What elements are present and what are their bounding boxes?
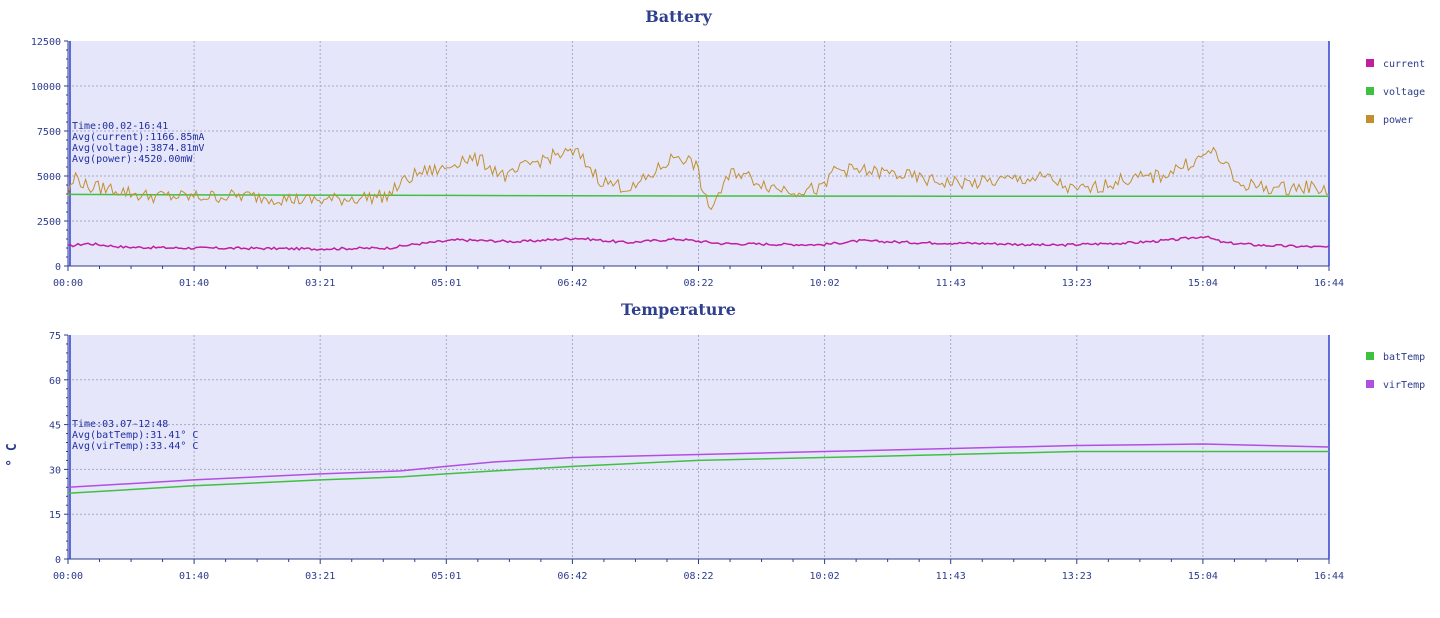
chart2-x-tick-label: 01:40	[179, 571, 209, 582]
chart2-y-tick-label: 15	[49, 510, 61, 521]
chart1-series-power	[67, 146, 1330, 211]
chart1-y-tick-label: 5000	[37, 172, 61, 183]
chart2-y-tick-label: 0	[55, 555, 61, 566]
chart1-y-tick-label: 7500	[37, 127, 61, 138]
chart1-x-tick-label: 15:04	[1188, 278, 1218, 289]
chart2-x-tick-label: 13:23	[1062, 571, 1092, 582]
chart2-legend-swatch-batTemp	[1366, 352, 1374, 360]
chart1-x-tick-label: 06:42	[557, 278, 587, 289]
chart1-info-line: Avg(power):4520.00mW	[72, 154, 193, 165]
chart1-title: Battery	[645, 7, 712, 26]
chart2-info-line: Avg(virTemp):33.44° C	[72, 441, 198, 452]
chart1-y-tick-label: 2500	[37, 217, 61, 228]
chart1-x-tick-label: 05:01	[431, 278, 461, 289]
chart2-series-virTemp	[67, 443, 1330, 489]
chart1-x-tick-label: 03:21	[305, 278, 335, 289]
chart2-y-tick-label: 75	[49, 331, 61, 342]
chart1-series-current	[67, 235, 1330, 251]
chart1-y-tick-label: 0	[55, 262, 61, 273]
chart1-legend-swatch-voltage	[1366, 87, 1374, 95]
chart1-series-voltage	[67, 193, 1329, 197]
chart1-y-tick-label: 12500	[31, 37, 61, 48]
chart2-y-axis-label: ° C	[5, 443, 20, 466]
chart2-series-batTemp	[67, 450, 1329, 495]
chart2-x-tick-label: 03:21	[305, 571, 335, 582]
chart2-y-tick-label: 60	[49, 376, 61, 387]
chart2-y-tick-label: 30	[49, 465, 61, 476]
chart2-x-tick-label: 05:01	[431, 571, 461, 582]
chart1-x-tick-label: 16:44	[1314, 278, 1344, 289]
chart1-x-tick-label: 10:02	[810, 278, 840, 289]
chart1-y-tick-label: 10000	[31, 82, 61, 93]
chart1-x-tick-label: 13:23	[1062, 278, 1092, 289]
chart1-legend-label-current: current	[1383, 59, 1425, 70]
chart1-info-line: Avg(voltage):3874.81mV	[72, 143, 204, 154]
chart1-info-line: Time:00.02-16:41	[72, 121, 168, 132]
chart2-info-line: Time:03.07-12:48	[72, 419, 168, 430]
chart1-legend-swatch-current	[1366, 59, 1374, 67]
chart2-x-tick-label: 10:02	[810, 571, 840, 582]
chart2-title: Temperature	[621, 300, 736, 319]
chart1-legend-swatch-power	[1366, 115, 1374, 123]
chart1-x-tick-label: 01:40	[179, 278, 209, 289]
chart2-x-tick-label: 16:44	[1314, 571, 1344, 582]
chart2-x-tick-label: 15:04	[1188, 571, 1218, 582]
chart1-x-tick-label: 00:00	[53, 278, 83, 289]
chart1-legend-label-voltage: voltage	[1383, 87, 1425, 98]
chart2-legend-label-batTemp: batTemp	[1383, 352, 1425, 363]
chart2-legend-label-virTemp: virTemp	[1383, 380, 1425, 391]
chart2-x-tick-label: 08:22	[683, 571, 713, 582]
chart2-y-tick-label: 45	[49, 421, 61, 432]
chart2-info-line: Avg(batTemp):31.41° C	[72, 430, 198, 441]
chart2-x-tick-label: 11:43	[936, 571, 966, 582]
chart1-x-tick-label: 08:22	[683, 278, 713, 289]
chart1-x-tick-label: 11:43	[936, 278, 966, 289]
chart1-legend-label-power: power	[1383, 115, 1413, 126]
chart1-info-line: Avg(current):1166.85mA	[72, 132, 204, 143]
chart2-legend-swatch-virTemp	[1366, 380, 1374, 388]
chart2-x-tick-label: 06:42	[557, 571, 587, 582]
chart2-x-tick-label: 00:00	[53, 571, 83, 582]
